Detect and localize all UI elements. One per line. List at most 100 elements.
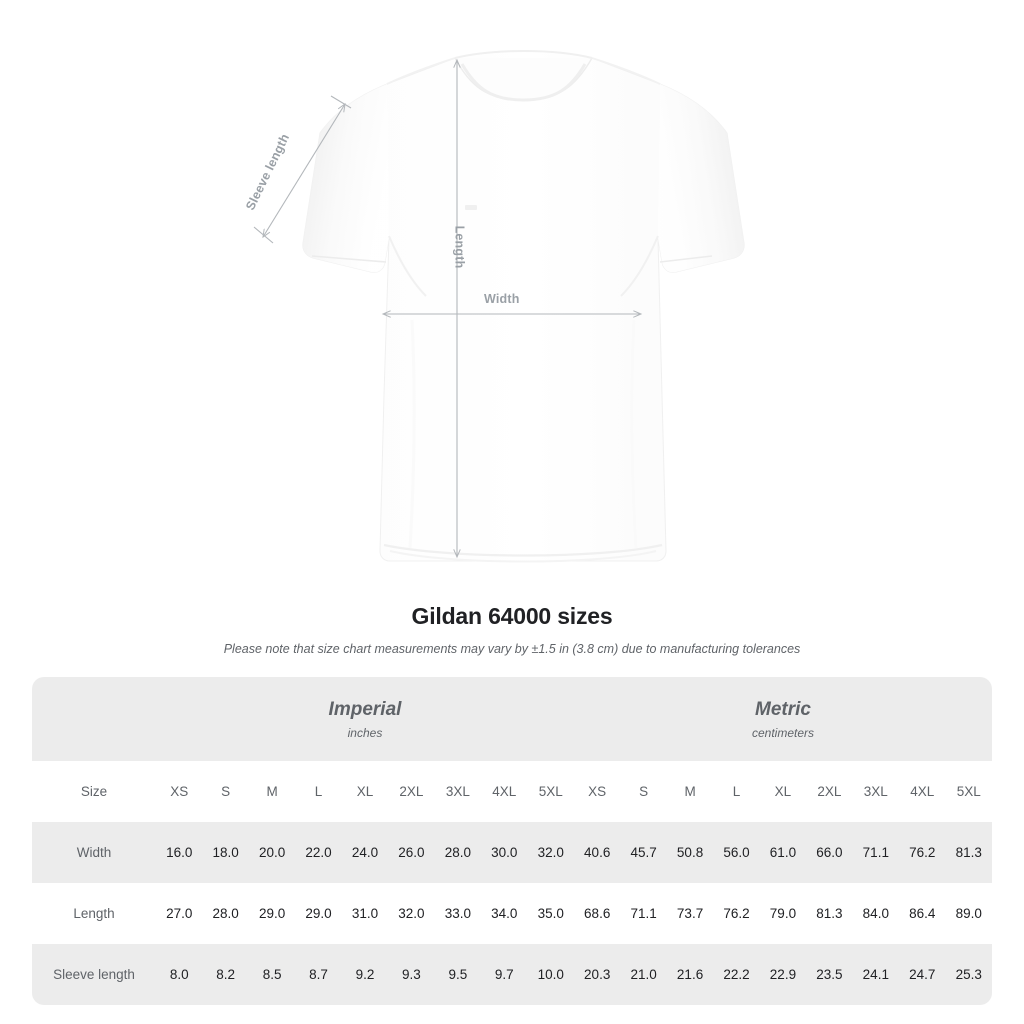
size-header-xs-imperial: XS [156, 761, 203, 822]
size-header-xl-metric: XL [759, 761, 807, 822]
cell-length-metric-5xl: 89.0 [945, 883, 992, 944]
size-header-4xl-imperial: 4XL [481, 761, 528, 822]
row-label-length: Length [32, 883, 156, 944]
cell-length-metric-m: 73.7 [666, 883, 714, 944]
dimension-lines [253, 60, 641, 557]
cell-length-imperial-l: 29.0 [295, 883, 342, 944]
cell-length-imperial-xs: 27.0 [156, 883, 203, 944]
size-header-3xl-metric: 3XL [852, 761, 900, 822]
cell-length-metric-4xl: 86.4 [899, 883, 946, 944]
cell-sleeve-length-metric-3xl: 24.1 [852, 944, 900, 1005]
cell-sleeve-length-imperial-5xl: 10.0 [527, 944, 574, 1005]
cell-length-imperial-2xl: 32.0 [388, 883, 435, 944]
size-header-xl-imperial: XL [341, 761, 389, 822]
table-row: Length 27.0 28.0 29.0 29.0 31.0 32.0 33.0 34.0 35… [32, 883, 992, 944]
column-header-size: Size [32, 761, 156, 822]
length-label: Length [452, 225, 467, 269]
unit-name: Metric [755, 699, 811, 721]
cell-sleeve-length-imperial-l: 8.7 [295, 944, 342, 1005]
cell-sleeve-length-metric-xl: 22.9 [759, 944, 807, 1005]
title-block: Gildan 64000 sizes Please note that size… [0, 603, 1024, 656]
cell-length-metric-l: 76.2 [713, 883, 760, 944]
sleeve-tick-top [330, 95, 352, 109]
cell-sleeve-length-metric-4xl: 24.7 [899, 944, 946, 1005]
cell-width-metric-4xl: 76.2 [899, 822, 946, 883]
size-header-2xl-metric: 2XL [806, 761, 853, 822]
cell-length-imperial-3xl: 33.0 [434, 883, 482, 944]
cell-width-metric-xl: 61.0 [759, 822, 807, 883]
cell-length-metric-s: 71.1 [620, 883, 667, 944]
size-header-2xl-imperial: 2XL [388, 761, 435, 822]
table-row: Sleeve length 8.0 8.2 8.5 8.7 9.2 9.3 9.5 9.7 10.… [32, 944, 992, 1005]
cell-width-imperial-xs: 16.0 [156, 822, 203, 883]
tshirt-illustration [253, 49, 745, 563]
size-header-l-metric: L [713, 761, 760, 822]
cell-length-imperial-4xl: 34.0 [481, 883, 528, 944]
size-header-l-imperial: L [295, 761, 342, 822]
unit-band-metric: Metric centimeters [573, 677, 992, 761]
unit-band-spacer [32, 677, 156, 761]
cell-sleeve-length-metric-2xl: 23.5 [806, 944, 853, 1005]
cell-width-imperial-5xl: 32.0 [527, 822, 574, 883]
cell-sleeve-length-metric-m: 21.6 [666, 944, 714, 1005]
size-header-s-metric: S [620, 761, 667, 822]
size-header-xs-metric: XS [573, 761, 621, 822]
unit-band-imperial: Imperial inches [156, 677, 574, 761]
cell-width-metric-5xl: 81.3 [945, 822, 992, 883]
cell-length-metric-3xl: 84.0 [852, 883, 900, 944]
page-title: Gildan 64000 sizes [411, 603, 613, 629]
size-header-s-imperial: S [202, 761, 249, 822]
cell-length-metric-xl: 79.0 [759, 883, 807, 944]
cell-width-imperial-3xl: 28.0 [434, 822, 482, 883]
unit-name: Imperial [328, 699, 402, 721]
tshirt-diagram: Sleeve length Length Width [243, 49, 745, 563]
cell-sleeve-length-imperial-xs: 8.0 [156, 944, 203, 1005]
sleeve-tick-bottom [253, 226, 274, 244]
row-label-sleeve-length: Sleeve length [32, 944, 156, 1005]
table-row: Width 16.0 18.0 20.0 22.0 24.0 26.0 28.0 30.0 32.… [32, 822, 992, 883]
cell-width-metric-s: 45.7 [620, 822, 667, 883]
cell-sleeve-length-imperial-m: 8.5 [248, 944, 296, 1005]
cell-width-metric-2xl: 66.0 [806, 822, 853, 883]
cell-sleeve-length-imperial-3xl: 9.5 [434, 944, 482, 1005]
size-header-3xl-imperial: 3XL [434, 761, 482, 822]
cell-sleeve-length-imperial-s: 8.2 [202, 944, 249, 1005]
cell-sleeve-length-metric-l: 22.2 [713, 944, 760, 1005]
cell-sleeve-length-imperial-2xl: 9.3 [388, 944, 435, 1005]
size-chart-table: Imperial inches Metric centimeters Size XS S M L… [32, 677, 992, 1005]
cell-width-metric-xs: 40.6 [573, 822, 621, 883]
table-header-row: Size XS S M L XL 2XL 3XL 4XL 5XL XS S M L XL 2XL 3XL 4XL 5… [32, 761, 992, 822]
cell-width-imperial-l: 22.0 [295, 822, 342, 883]
row-label-width: Width [32, 822, 156, 883]
width-label: Width [484, 292, 520, 306]
size-header-5xl-metric: 5XL [945, 761, 992, 822]
cell-length-imperial-5xl: 35.0 [527, 883, 574, 944]
cell-length-imperial-s: 28.0 [202, 883, 249, 944]
unit-subtitle: inches [347, 725, 383, 740]
cell-length-metric-xs: 68.6 [573, 883, 621, 944]
cell-length-imperial-m: 29.0 [248, 883, 296, 944]
size-header-5xl-imperial: 5XL [527, 761, 574, 822]
cell-width-imperial-xl: 24.0 [341, 822, 389, 883]
size-header-m-metric: M [666, 761, 714, 822]
cell-sleeve-length-imperial-4xl: 9.7 [481, 944, 528, 1005]
cell-length-imperial-xl: 31.0 [341, 883, 389, 944]
sleeve-length-dimension-line [263, 104, 345, 237]
shirt-body-shape [302, 49, 745, 563]
cell-width-imperial-s: 18.0 [202, 822, 249, 883]
cell-sleeve-length-metric-5xl: 25.3 [945, 944, 992, 1005]
cell-width-imperial-2xl: 26.0 [388, 822, 435, 883]
cell-sleeve-length-imperial-xl: 9.2 [341, 944, 389, 1005]
unit-subtitle: centimeters [751, 725, 814, 740]
tolerance-note: Please note that size chart measurements… [223, 642, 801, 656]
cell-sleeve-length-metric-xs: 20.3 [573, 944, 621, 1005]
cell-width-metric-m: 50.8 [666, 822, 714, 883]
cell-sleeve-length-metric-s: 21.0 [620, 944, 667, 1005]
size-chart-table-wrapper: Imperial inches Metric centimeters Size XS S M L… [32, 677, 992, 1005]
cell-length-metric-2xl: 81.3 [806, 883, 853, 944]
size-header-m-imperial: M [248, 761, 296, 822]
cell-width-imperial-m: 20.0 [248, 822, 296, 883]
cell-width-metric-l: 56.0 [713, 822, 760, 883]
unit-band-row: Imperial inches Metric centimeters [32, 677, 992, 761]
cell-width-metric-3xl: 71.1 [852, 822, 900, 883]
